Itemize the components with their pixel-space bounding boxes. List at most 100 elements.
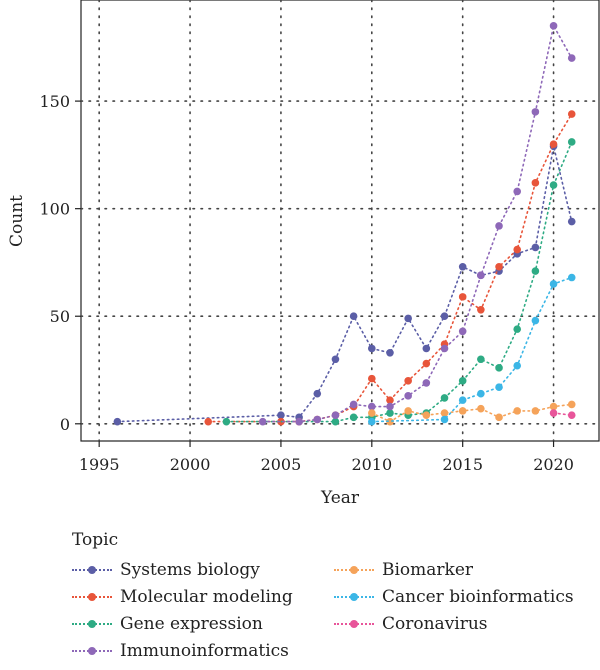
y-tick-label: 100	[39, 200, 70, 219]
legend-swatch-biomarker	[334, 563, 374, 577]
series-biomarker	[368, 400, 576, 426]
data-point-molecular-modeling	[531, 179, 540, 187]
data-point-gene-expression	[331, 417, 340, 426]
grid	[80, 0, 600, 442]
data-point-biomarker	[368, 409, 376, 417]
data-point-molecular-modeling	[204, 417, 213, 426]
legend-title: Topic	[72, 530, 119, 550]
data-point-biomarker	[386, 417, 394, 426]
series-systems-biology	[113, 142, 576, 426]
data-point-molecular-modeling	[567, 110, 576, 118]
y-axis: 0 50 100 150	[39, 92, 81, 434]
legend-label-molecular-modeling: Molecular modeling	[120, 586, 293, 607]
data-point-systems-biology	[422, 344, 431, 353]
data-point-biomarker	[422, 411, 431, 419]
legend-label-biomarker: Biomarker	[382, 559, 474, 580]
series-line-molecular-modeling	[207, 113, 573, 423]
data-point-molecular-modeling	[495, 262, 503, 271]
data-point-systems-biology	[386, 349, 394, 357]
data-point-cancer-bioinformatics	[567, 273, 576, 282]
legend-swatch-systems-biology	[72, 563, 112, 577]
data-point-immunoinformatics	[549, 22, 558, 30]
data-point-biomarker	[495, 413, 503, 422]
data-point-cancer-bioinformatics	[495, 383, 503, 392]
legend-label-immunoinformatics: Immunoinformatics	[120, 640, 289, 661]
series-molecular-modeling	[204, 110, 576, 426]
legend-label-gene-expression: Gene expression	[120, 613, 263, 634]
series-layer	[113, 22, 576, 426]
data-point-cancer-bioinformatics	[513, 361, 522, 370]
data-point-biomarker	[477, 404, 485, 413]
legend-item-systems-biology: Systems biology	[72, 556, 334, 583]
data-point-cancer-bioinformatics	[368, 417, 376, 426]
data-point-molecular-modeling	[404, 376, 412, 385]
data-point-immunoinformatics	[295, 417, 303, 426]
data-point-molecular-modeling	[422, 359, 431, 368]
legend-item-coronavirus: Coronavirus	[334, 610, 596, 637]
data-point-systems-biology	[368, 344, 376, 353]
data-point-immunoinformatics	[440, 344, 449, 353]
y-tick-label: 50	[50, 307, 70, 326]
data-point-cancer-bioinformatics	[549, 280, 558, 288]
legend-label-systems-biology: Systems biology	[120, 559, 260, 580]
data-point-systems-biology	[313, 389, 322, 398]
data-point-gene-expression	[531, 267, 540, 275]
series-immunoinformatics	[258, 22, 576, 426]
data-point-cancer-bioinformatics	[458, 396, 467, 404]
data-point-immunoinformatics	[422, 379, 431, 387]
legend-swatch-molecular-modeling	[72, 590, 112, 604]
data-point-gene-expression	[458, 376, 467, 385]
data-point-immunoinformatics	[495, 222, 503, 230]
legend-columns: Systems biology Molecular modeling Gene ex…	[72, 556, 600, 664]
series-line-systems-biology	[116, 146, 573, 423]
legend-swatch-gene-expression	[72, 617, 112, 631]
data-point-gene-expression	[222, 417, 231, 426]
data-point-systems-biology	[567, 217, 576, 226]
data-point-gene-expression	[567, 138, 576, 146]
series-line-gene-expression	[225, 141, 573, 423]
x-axis-title: Year	[320, 488, 360, 508]
data-point-gene-expression	[549, 181, 558, 189]
series-line-immunoinformatics	[261, 23, 573, 423]
data-point-immunoinformatics	[349, 400, 358, 409]
data-point-biomarker	[531, 407, 540, 415]
y-axis-title: Count	[7, 195, 27, 247]
series-coronavirus	[549, 409, 576, 419]
data-point-systems-biology	[458, 262, 467, 271]
data-point-coronavirus	[549, 409, 558, 417]
x-tick-label: 2010	[351, 455, 392, 474]
legend-item-cancer-bioinformatics: Cancer bioinformatics	[334, 583, 596, 610]
data-point-immunoinformatics	[404, 392, 412, 400]
legend-column-left: Systems biology Molecular modeling Gene ex…	[72, 556, 334, 664]
data-point-cancer-bioinformatics	[440, 415, 449, 424]
data-point-immunoinformatics	[313, 415, 322, 424]
data-point-gene-expression	[386, 409, 394, 417]
data-point-immunoinformatics	[368, 402, 376, 411]
series-cancer-bioinformatics	[368, 273, 576, 426]
legend-label-cancer-bioinformatics: Cancer bioinformatics	[382, 586, 574, 607]
data-point-immunoinformatics	[331, 411, 340, 419]
legend-item-biomarker: Biomarker	[334, 556, 596, 583]
data-point-gene-expression	[495, 364, 503, 372]
x-tick-label: 2005	[261, 455, 302, 474]
data-point-cancer-bioinformatics	[477, 389, 485, 398]
x-axis: 1995 2000 2005 2010 2015 2020	[79, 441, 574, 474]
legend: Topic Systems biology Molecular modeling G…	[72, 530, 600, 664]
data-point-cancer-bioinformatics	[531, 316, 540, 325]
y-tick-label: 150	[39, 92, 70, 111]
x-tick-label: 1995	[79, 455, 120, 474]
data-point-immunoinformatics	[567, 54, 576, 62]
data-point-biomarker	[567, 400, 576, 409]
data-point-molecular-modeling	[458, 293, 467, 301]
data-point-immunoinformatics	[531, 108, 540, 116]
data-point-molecular-modeling	[549, 140, 558, 148]
data-point-systems-biology	[113, 417, 122, 426]
data-point-immunoinformatics	[258, 417, 267, 426]
data-point-molecular-modeling	[386, 396, 394, 404]
series-line-biomarker	[370, 403, 573, 423]
data-point-systems-biology	[349, 312, 358, 321]
x-tick-label: 2020	[533, 455, 574, 474]
legend-swatch-immunoinformatics	[72, 644, 112, 658]
data-point-gene-expression	[440, 394, 449, 402]
